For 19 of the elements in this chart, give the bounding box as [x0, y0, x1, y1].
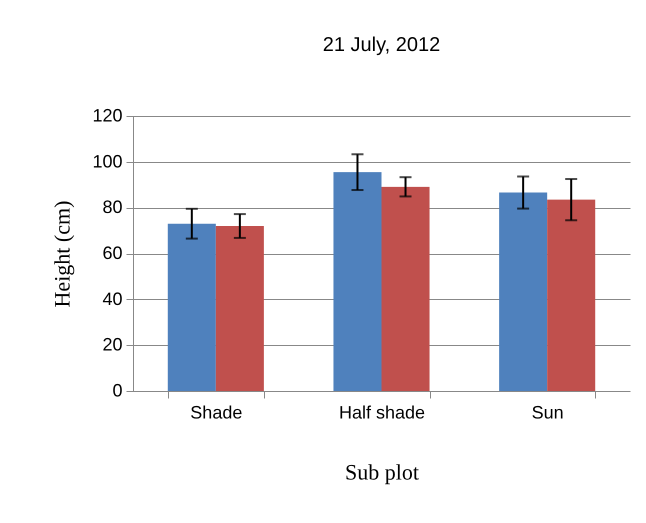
y-tick-label: 80: [102, 197, 122, 218]
bar: [499, 192, 548, 391]
bar: [216, 226, 264, 391]
y-tick-label: 0: [112, 380, 122, 400]
y-tick-label: 60: [102, 243, 122, 263]
bar: [168, 224, 216, 391]
y-axis-title: Height (cm): [49, 200, 74, 308]
y-tick-label: 120: [92, 106, 122, 126]
bar: [382, 186, 430, 391]
x-tick-label: Sun: [532, 402, 564, 422]
x-axis-title: Sub plot: [345, 460, 419, 484]
y-tick-label: 100: [92, 151, 122, 172]
x-tick-label: Half shade: [338, 402, 426, 422]
y-tick-label: 40: [102, 288, 122, 309]
chart-title: 21 July, 2012: [322, 34, 440, 56]
y-tick-label: 20: [102, 334, 122, 355]
bar: [547, 200, 596, 391]
x-tick-label: Shade: [190, 402, 242, 422]
bar: [333, 172, 382, 391]
